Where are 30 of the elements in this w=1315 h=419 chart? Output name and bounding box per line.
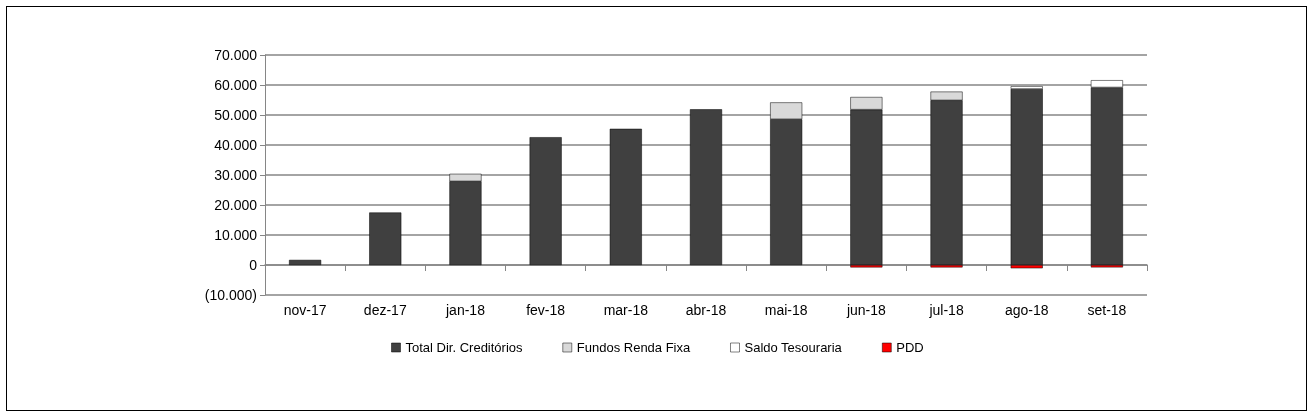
y-tick-label: 60.000 <box>214 77 258 93</box>
y-tick-label: 0 <box>249 257 258 273</box>
legend-label: PDD <box>896 340 924 355</box>
bar <box>609 128 642 265</box>
y-tick-label: 10.000 <box>214 227 258 243</box>
bar <box>1010 88 1043 265</box>
legend-label: Total Dir. Creditórios <box>405 340 524 355</box>
x-tick-label: ago-18 <box>1004 302 1049 318</box>
y-tick-label: (10.000) <box>204 287 257 303</box>
x-tick-label: dez-17 <box>363 302 407 318</box>
y-tick-label: 20.000 <box>214 197 258 213</box>
y-tick-label: 30.000 <box>214 167 258 183</box>
x-tick-label: mai-18 <box>764 302 808 318</box>
bar <box>289 259 322 265</box>
legend-label: Saldo Tesouraria <box>744 340 843 355</box>
x-tick-label: set-18 <box>1087 302 1127 318</box>
bar <box>529 137 562 265</box>
bar <box>689 109 723 265</box>
legend-label: Fundos Renda Fixa <box>576 340 692 355</box>
x-tick-label: nov-17 <box>283 302 327 318</box>
y-tick-label: 40.000 <box>214 137 258 153</box>
y-tick-label: 70.000 <box>214 47 258 63</box>
x-tick-label: jan-18 <box>444 302 486 318</box>
x-tick-label: abr-18 <box>685 302 727 318</box>
x-tick-label: jul-18 <box>928 302 964 318</box>
x-tick-label: jun-18 <box>845 302 887 318</box>
x-tick-label: mar-18 <box>603 302 649 318</box>
y-tick-label: 50.000 <box>214 107 258 123</box>
bar <box>369 212 402 265</box>
x-tick-label: fev-18 <box>526 302 566 318</box>
